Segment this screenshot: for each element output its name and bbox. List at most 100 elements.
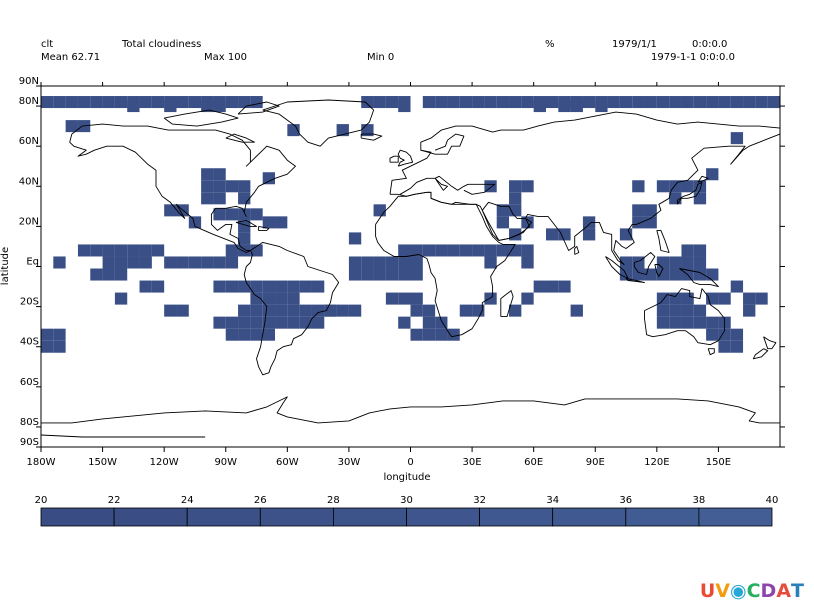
cloud-cell (41, 96, 54, 109)
cloud-cell (706, 328, 719, 341)
cloud-cell (361, 256, 374, 269)
cloud-cell (496, 216, 510, 229)
cloud-cell (755, 292, 768, 305)
coastline (399, 175, 496, 195)
y-tick-label: 20S (20, 297, 39, 308)
cloud-cell (447, 328, 460, 341)
cloud-cell (250, 208, 263, 221)
cloud-cell (262, 280, 276, 293)
cloud-cell (681, 304, 694, 317)
coastline (763, 336, 777, 350)
cloud-cell (385, 268, 399, 281)
cloud-cell (114, 292, 128, 305)
cloud-cell (225, 316, 239, 329)
colorbar-swatch (259, 507, 334, 527)
cloud-cell (151, 244, 165, 257)
coastline (69, 123, 296, 253)
cloud-cell (656, 180, 670, 193)
cloud-cell (632, 180, 645, 193)
cloud-cell (213, 208, 226, 221)
cloud-cell (176, 304, 189, 317)
cloud-cell (398, 256, 411, 269)
cloud-cell (213, 316, 226, 329)
cloud-cell (336, 304, 349, 317)
colorbar-swatch (332, 507, 407, 527)
cloud-cell (53, 340, 66, 353)
cloud-cell (472, 96, 485, 109)
cloud-cell (275, 292, 288, 305)
cloud-cell (311, 304, 325, 317)
cloud-cell (558, 228, 571, 241)
cloud-cell (102, 244, 115, 257)
cloud-cell (90, 244, 103, 257)
cloud-cell (262, 316, 276, 329)
cloud-cell (496, 244, 510, 257)
time-label: 0:0:0.0 (692, 39, 728, 50)
cloud-cell (398, 292, 411, 305)
cloud-cell (509, 244, 522, 257)
cloud-cell (570, 100, 583, 113)
cloud-cell (311, 280, 325, 293)
coastline (633, 252, 656, 275)
coastline (225, 133, 255, 143)
cloud-cell (521, 256, 534, 269)
colorbar-tick-label: 22 (108, 495, 121, 506)
coastline (389, 155, 399, 163)
mean-label: Mean 62.71 (41, 52, 101, 63)
coastline (237, 101, 280, 115)
cloud-cell (127, 100, 140, 113)
cloud-cell (127, 256, 140, 269)
cloud-cell (718, 96, 731, 109)
coastline (752, 348, 769, 360)
colorbar-swatch (40, 507, 115, 527)
cloud-cell (139, 244, 152, 257)
cloud-cell (656, 316, 670, 329)
coastlines-layer (40, 99, 781, 438)
cloud-cell (730, 340, 744, 353)
coastline (420, 133, 465, 155)
cloud-cell (681, 316, 694, 329)
y-tick-label: 80S (20, 417, 39, 428)
x-tick-label: 120W (150, 457, 179, 468)
cloud-cell (238, 304, 251, 317)
cloud-cell (669, 316, 682, 329)
cloud-cell (484, 180, 497, 193)
cloud-cell (681, 244, 694, 257)
cloud-cell (582, 228, 596, 241)
colorbar-tick-label: 30 (400, 495, 413, 506)
cloud-cell (238, 96, 251, 109)
cloud-cell (545, 280, 559, 293)
cloud-cell (496, 204, 510, 217)
cloud-cell (262, 328, 276, 341)
axis-ticks-layer (36, 82, 785, 452)
cloud-cell (201, 100, 214, 113)
max-label: Max 100 (204, 52, 247, 63)
cloud-cell (201, 168, 214, 181)
cloud-cell (164, 256, 177, 269)
cloud-cell (151, 96, 165, 109)
cloud-cell (669, 304, 682, 317)
colorbar-tick-label: 34 (546, 495, 559, 506)
cloud-cell (250, 328, 263, 341)
cloud-cells-layer (41, 96, 780, 353)
cloud-cell (225, 256, 239, 269)
cloud-cell (114, 96, 128, 109)
coastline (40, 434, 206, 438)
coastline (235, 219, 257, 227)
cloud-cell (90, 268, 103, 281)
cloud-cell (521, 96, 534, 109)
cloud-cell (484, 96, 497, 109)
cloud-cell (509, 96, 522, 109)
coastline (360, 133, 383, 141)
cloud-cell (743, 96, 756, 109)
cloud-cell (422, 316, 436, 329)
cloud-cell (225, 280, 239, 293)
colorbar-swatches (40, 507, 773, 527)
cloud-cell (398, 316, 411, 329)
cloud-cell (398, 100, 411, 113)
cloud-cell (521, 244, 534, 257)
coastline (707, 348, 715, 356)
cloud-cell (693, 180, 707, 193)
cloud-cell (706, 168, 719, 181)
cloud-cell (410, 268, 423, 281)
